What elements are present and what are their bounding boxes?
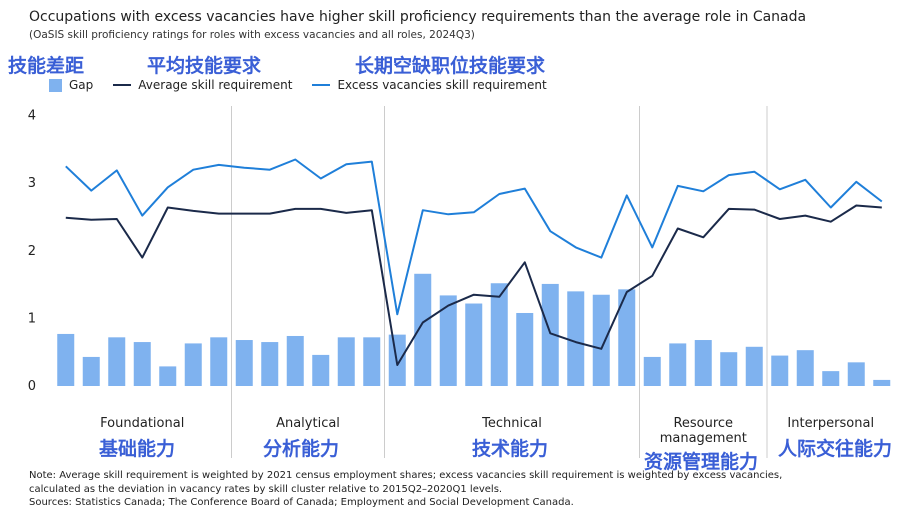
average-skill-line [65,204,882,366]
gap-bar [694,340,712,386]
category-label: Technical [481,416,542,431]
legend-swatch-gap [49,78,62,92]
gap-bar [618,289,636,386]
gap-bar [57,333,75,386]
gap-bar [847,362,865,386]
gap-bar [184,343,202,386]
legend-item-avg: Average skill requirement [113,78,292,92]
y-tick-label: 4 [28,109,36,124]
gap-bar [414,273,432,386]
legend-label-gap: Gap [69,78,94,92]
annotation-technical: 技术能力 [472,438,549,460]
category-label: Analytical [276,416,340,431]
legend: Gap Average skill requirement Excess vac… [49,78,567,92]
annotation-analytical: 分析能力 [263,438,340,460]
annotation-foundational: 基础能力 [99,438,176,460]
gap-bar [337,337,355,386]
gap-bar [286,335,304,386]
gap-bar [159,366,177,386]
gap-bar [363,337,381,386]
gap-bar [108,337,126,386]
gap-bar [82,356,100,386]
annotation-interpersonal: 人际交往能力 [778,438,893,460]
gap-bar [720,352,738,386]
gap-bar [567,291,585,386]
category-label: Interpersonal [787,416,874,431]
legend-label-excess: Excess vacancies skill requirement [337,78,547,92]
footnote-sources: Sources: Statistics Canada; The Conferen… [29,497,574,508]
gap-bar [439,295,457,386]
gap-bar [261,342,279,386]
gap-bar [796,350,814,386]
gap-bar [745,346,763,386]
annotation-excess: 长期空缺职位技能要求 [355,55,546,77]
gap-bar [465,303,483,386]
category-label: Foundational [100,416,184,431]
chart-subtitle: (OaSIS skill proficiency ratings for rol… [29,29,475,41]
gap-bar [235,340,253,386]
footnote: Note: Average skill requirement is weigh… [29,469,782,510]
annotation-gap: 技能差距 [8,55,85,77]
footnote-note-line1: Note: Average skill requirement is weigh… [29,470,783,481]
category-label: Resource [673,416,733,431]
legend-line-avg [113,84,132,86]
annotation-resource: 资源管理能力 [644,451,759,473]
legend-label-avg: Average skill requirement [138,78,293,92]
excess-vacancies-line [65,158,883,316]
gap-bar [490,283,508,386]
gap-bar [771,355,789,386]
gap-bar [541,283,559,386]
legend-line-excess [312,84,331,86]
legend-item-excess: Excess vacancies skill requirement [312,78,547,92]
y-tick-label: 1 [28,311,36,326]
gap-bar [516,312,534,386]
chart-title: Occupations with excess vacancies have h… [29,9,807,25]
gap-bar [210,337,228,386]
gap-bar [312,354,330,386]
gap-bar [133,342,151,386]
y-tick-label: 2 [28,244,36,259]
footnote-note-line2: calculated as the deviation in vacancy r… [29,483,503,495]
y-tick-label: 0 [28,379,36,394]
y-tick-label: 3 [28,176,36,191]
annotation-avg: 平均技能要求 [147,55,262,77]
gap-bar [592,294,610,386]
gap-bar [669,343,687,386]
category-label-line2: management [660,431,747,446]
gap-bar [873,379,891,386]
gap-bar [643,356,661,386]
gap-bar [822,371,840,386]
legend-item-gap: Gap [49,78,93,92]
